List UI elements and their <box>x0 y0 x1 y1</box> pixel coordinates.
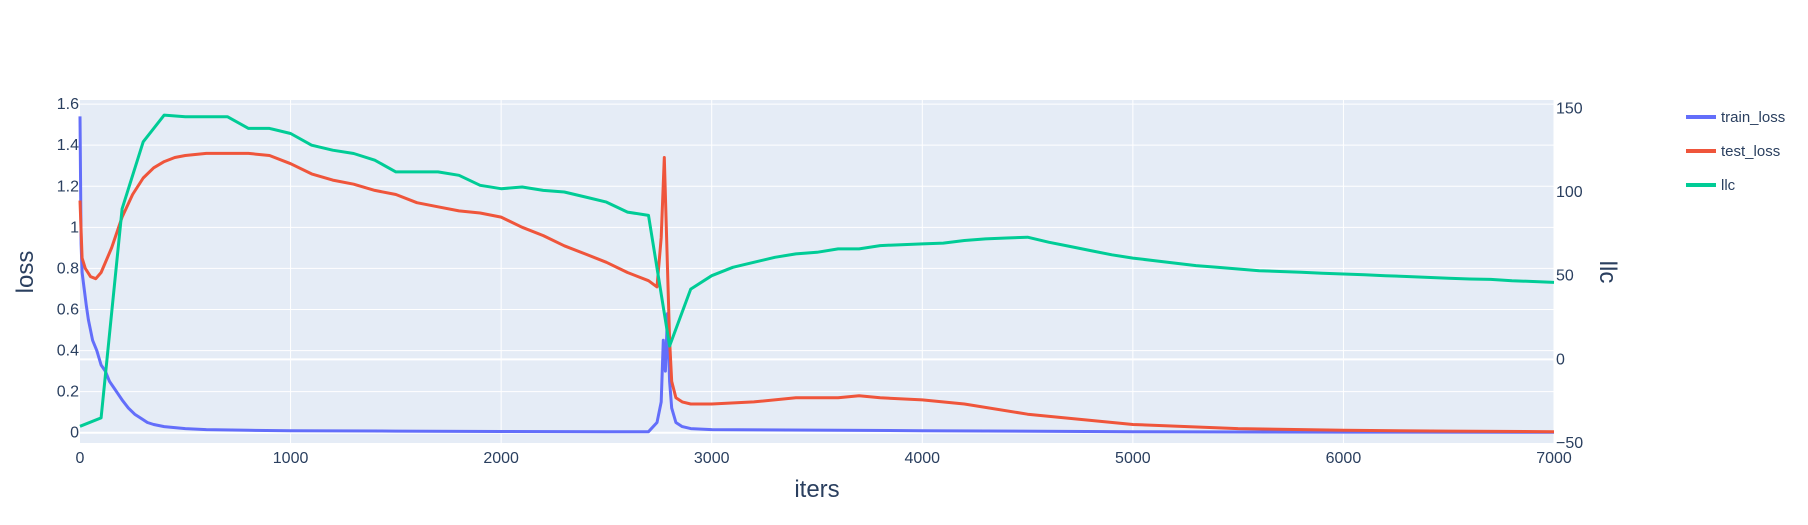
legend-label: test_loss <box>1721 143 1780 160</box>
x-tick-label: 5000 <box>1115 450 1151 467</box>
y-tick-label: 0.8 <box>57 260 79 277</box>
y2-axis-title: llc <box>1594 261 1621 284</box>
series-layer <box>78 113 1555 434</box>
x-tick-label: 6000 <box>1326 450 1362 467</box>
y-tick-label: 0 <box>70 425 79 442</box>
y-tick-label: 1 <box>70 219 79 236</box>
x-axis-title: iters <box>794 476 839 503</box>
x-tick-label: 7000 <box>1536 450 1572 467</box>
x-tick-label: 1000 <box>273 450 309 467</box>
grid-lines <box>80 100 1555 443</box>
series-line-test-loss <box>78 151 1555 434</box>
y-tick-label: 1.2 <box>57 178 79 195</box>
x-tick-label: 4000 <box>904 450 940 467</box>
y-tick-label: 1.6 <box>57 96 79 113</box>
y-tick-label: 0.4 <box>57 343 79 360</box>
legend-label: llc <box>1721 177 1736 194</box>
y2-tick-label: 0 <box>1556 351 1565 368</box>
y2-tick-label: −50 <box>1556 435 1583 452</box>
x-tick-label: 3000 <box>694 450 730 467</box>
y-axis-title: loss <box>12 251 39 294</box>
y-tick-label: 1.4 <box>57 137 79 154</box>
x-tick-label: 2000 <box>483 450 519 467</box>
legend-label: train_loss <box>1721 109 1785 126</box>
x-tick-label: 0 <box>76 450 85 467</box>
y-tick-label: 0.2 <box>57 384 79 401</box>
y2-tick-label: 150 <box>1556 100 1583 117</box>
series-line-train-loss <box>78 116 1555 434</box>
y2-tick-label: 50 <box>1556 268 1574 285</box>
y2-tick-label: 100 <box>1556 184 1583 201</box>
series-line-llc <box>79 113 1555 428</box>
tick-labels: 0 1000 2000 3000 4000 5000 6000 700000.20.40.60… <box>57 96 1583 467</box>
y-tick-label: 0.6 <box>57 301 79 318</box>
